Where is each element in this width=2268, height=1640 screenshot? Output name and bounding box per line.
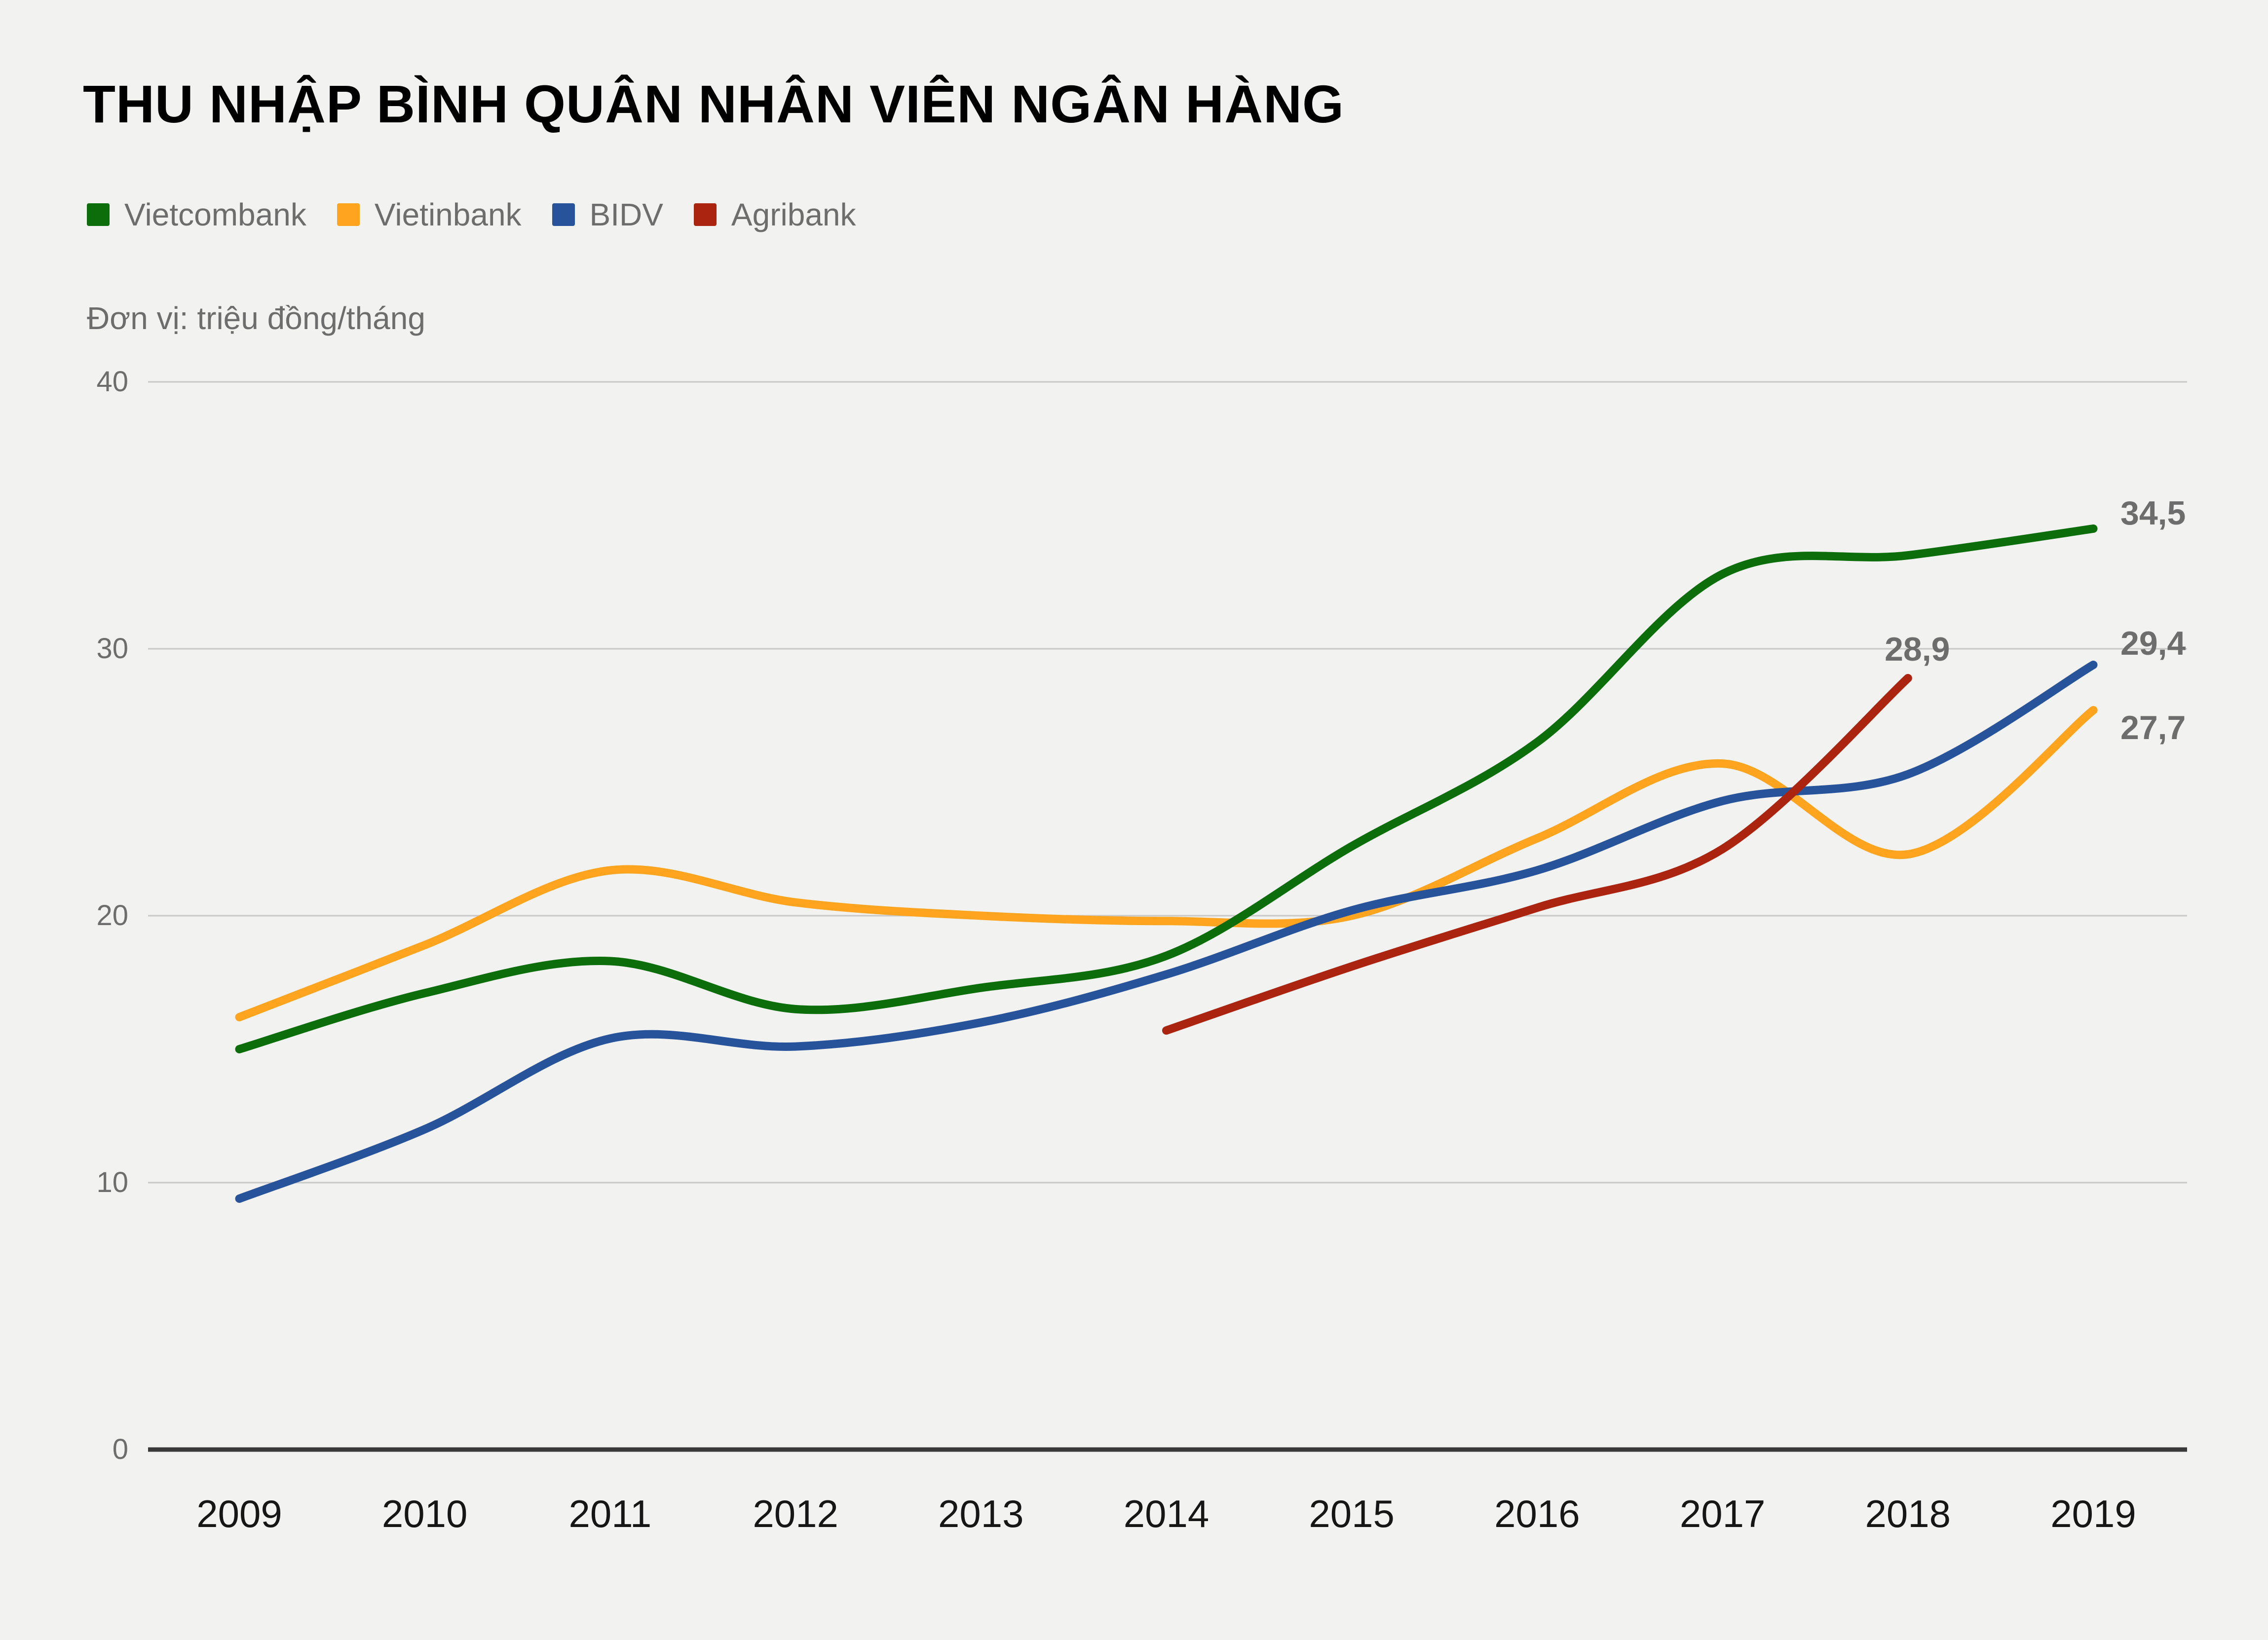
series-line-agribank <box>1162 674 1912 1035</box>
legend-label-agribank: Agribank <box>731 197 856 232</box>
legend-marker-agribank <box>693 203 717 226</box>
legend-marker-vietinbank <box>337 203 360 226</box>
y-axis-label-20: 20 <box>96 899 128 932</box>
data-label-vietcombank: 34,5 <box>2120 494 2186 532</box>
legend-item-vietcombank[interactable]: Vietcombank <box>87 196 306 233</box>
x-axis-label-2014: 2014 <box>1123 1492 1210 1535</box>
legend-item-agribank[interactable]: Agribank <box>693 196 856 233</box>
y-axis-label-10: 10 <box>96 1166 128 1198</box>
unit-note: Đơn vị: triệu đồng/tháng <box>87 300 425 336</box>
x-axis-label-2019: 2019 <box>2050 1492 2136 1535</box>
y-axis-label-30: 30 <box>96 633 128 665</box>
data-label-agribank: 28,9 <box>1885 630 1950 668</box>
x-axis-label-2013: 2013 <box>938 1492 1024 1535</box>
legend: Vietcombank Vietinbank BIDV Agribank <box>87 196 856 233</box>
x-axis-label-2017: 2017 <box>1679 1492 1766 1535</box>
chart-title: THU NHẬP BÌNH QUÂN NHÂN VIÊN NGÂN HÀNG <box>83 74 1345 134</box>
x-axis-label-2018: 2018 <box>1865 1492 1951 1535</box>
x-axis-label-2015: 2015 <box>1309 1492 1395 1535</box>
x-axis-label-2016: 2016 <box>1494 1492 1580 1535</box>
x-axis-label-2012: 2012 <box>753 1492 838 1535</box>
legend-label-vietcombank: Vietcombank <box>124 197 306 232</box>
x-axis-label-2011: 2011 <box>568 1492 652 1535</box>
data-label-bidv: 29,4 <box>2120 625 2186 663</box>
y-axis-label-40: 40 <box>96 366 128 398</box>
series-line-vietcombank <box>235 524 2098 1053</box>
series-line-bidv <box>235 661 2098 1203</box>
legend-item-bidv[interactable]: BIDV <box>552 196 663 233</box>
legend-label-bidv: BIDV <box>589 197 663 232</box>
legend-marker-vietcombank <box>87 203 110 226</box>
legend-item-vietinbank[interactable]: Vietinbank <box>337 196 522 233</box>
data-label-vietinbank: 27,7 <box>2120 709 2186 747</box>
series-line-vietinbank <box>235 706 2098 1022</box>
legend-label-vietinbank: Vietinbank <box>374 197 522 232</box>
x-axis-label-2009: 2009 <box>196 1492 282 1535</box>
y-axis-label-0: 0 <box>112 1433 128 1465</box>
x-axis-label-2010: 2010 <box>381 1492 468 1535</box>
legend-marker-bidv <box>552 203 575 226</box>
